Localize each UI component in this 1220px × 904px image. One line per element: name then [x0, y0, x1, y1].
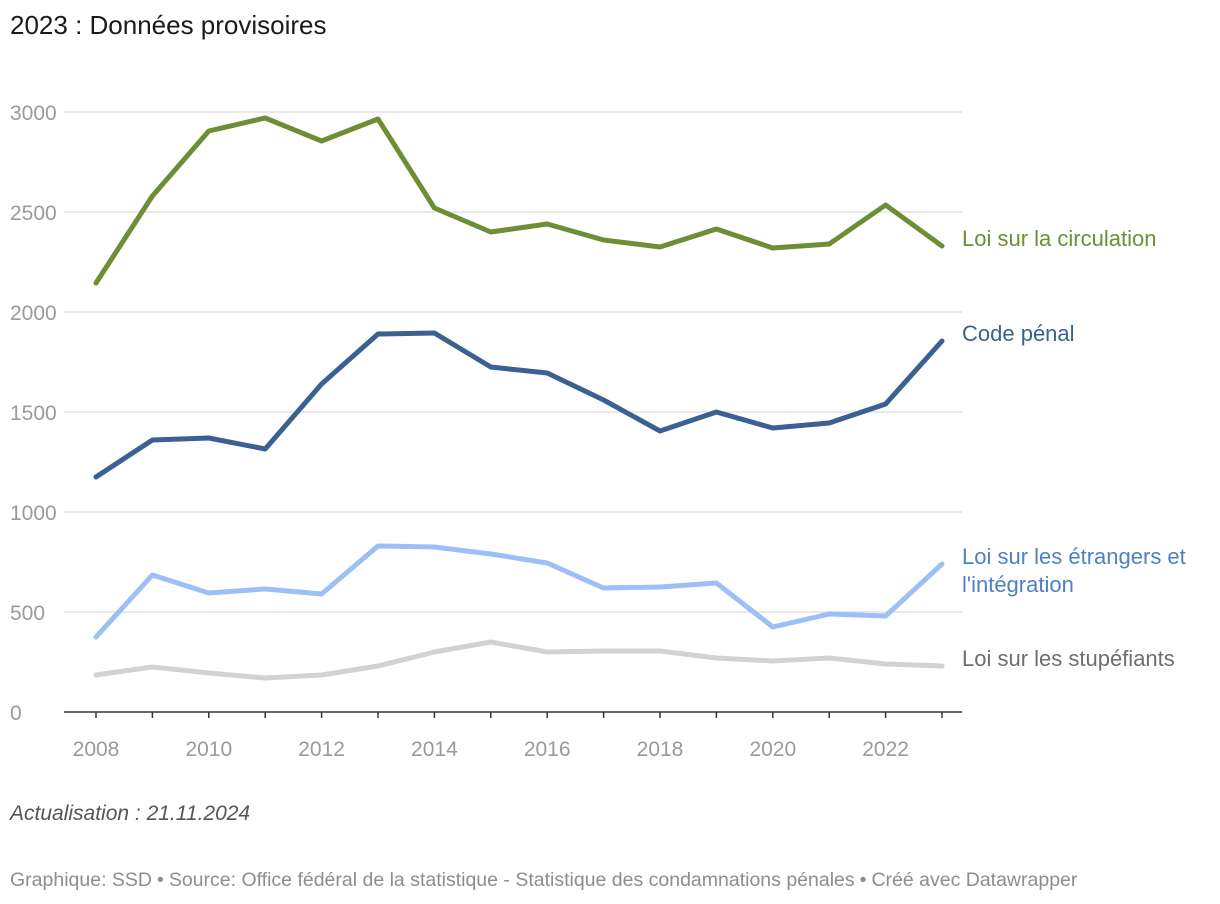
- y-tick-label: 0: [10, 702, 22, 725]
- series-label: Loi sur la circulation: [962, 226, 1156, 251]
- footer-tool-credit: Créé avec Datawrapper: [871, 869, 1078, 891]
- series-line-2: [93, 330, 945, 480]
- x-tick-label: 2020: [749, 738, 796, 761]
- y-tick-label: 2000: [10, 302, 57, 325]
- series-label: Loi sur les étrangers et: [962, 544, 1186, 569]
- y-tick-label: 2500: [10, 202, 57, 225]
- y-tick-label: 3000: [10, 102, 57, 125]
- series-line-3: [93, 543, 945, 640]
- x-tick-label: 2008: [73, 738, 120, 761]
- update-note: Actualisation : 21.11.2024: [10, 802, 251, 825]
- y-tick-label: 500: [10, 602, 45, 625]
- y-tick-label: 1000: [10, 502, 57, 525]
- x-tick-label: 2018: [637, 738, 684, 761]
- series-line-1: [93, 115, 945, 286]
- footer-separator: •: [157, 869, 164, 891]
- chart-title: 2023 : Données provisoires: [10, 10, 327, 40]
- footer-graphic-credit: Graphique: SSD: [10, 869, 152, 891]
- footer-separator: •: [859, 869, 867, 891]
- x-tick-label: 2016: [524, 738, 571, 761]
- x-tick-label: 2010: [185, 738, 232, 761]
- y-tick-label: 1500: [10, 402, 57, 425]
- series-label: l'intégration: [962, 572, 1074, 597]
- series-line-4: [93, 639, 945, 681]
- footer-source: Source: Office fédéral de la statistique…: [168, 869, 855, 891]
- x-tick-label: 2012: [298, 738, 345, 761]
- x-tick-label: 2022: [862, 738, 909, 761]
- chart-footer: Graphique: SSD • Source: Office fédéral de…: [10, 869, 1077, 892]
- x-tick-label: 2014: [411, 738, 458, 761]
- series-label: Loi sur les stupéfiants: [962, 646, 1175, 671]
- series-label: Code pénal: [962, 321, 1075, 346]
